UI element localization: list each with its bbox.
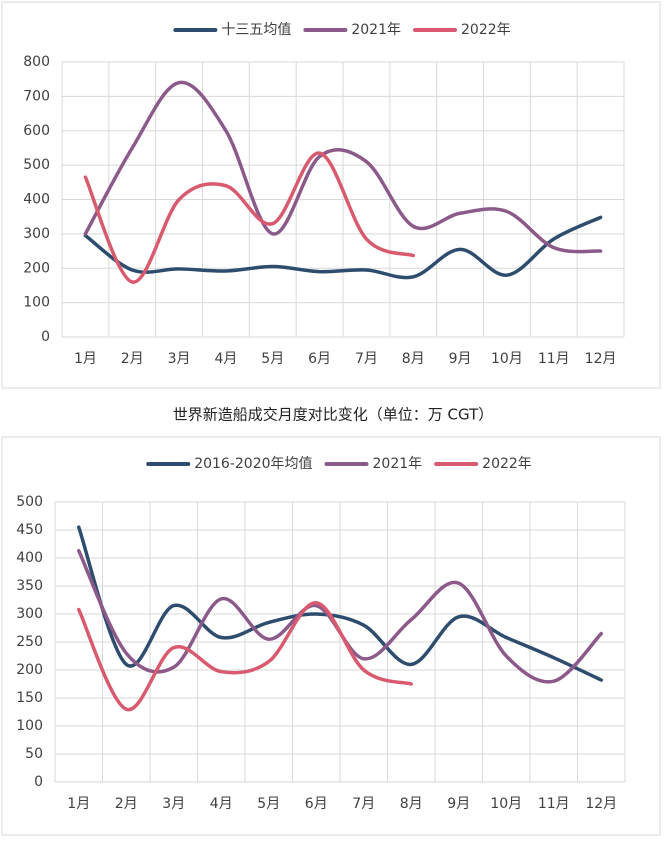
x-tick-label: 7月 [355,351,378,367]
x-tick-label: 10月 [491,351,523,367]
x-tick-label: 2月 [115,796,138,812]
x-tick-label: 9月 [449,351,472,367]
legend-label: 2022年 [482,456,532,472]
y-tick-label: 600 [23,123,50,139]
y-tick-label: 200 [16,662,43,678]
x-tick-label: 1月 [67,796,90,812]
y-tick-label: 800 [23,54,50,70]
legend-label: 2021年 [351,22,401,38]
y-tick-label: 50 [25,746,43,762]
x-tick-label: 1月 [74,351,97,367]
x-tick-label: 4月 [214,351,237,367]
x-tick-label: 5月 [261,351,284,367]
series-line [77,601,413,711]
x-tick-label: 7月 [352,796,375,812]
legend-label: 十三五均值 [221,22,291,38]
legend-label: 2021年 [373,456,423,472]
x-tick-label: 8月 [402,351,425,367]
x-tick-label: 3月 [162,796,185,812]
y-tick-label: 0 [34,774,43,790]
x-tick-label: 10月 [490,796,522,812]
y-tick-label: 500 [23,157,50,173]
y-tick-label: 0 [41,329,50,345]
caption: 世界新造船成交月度对比变化（单位：万 CGT） [173,406,494,424]
series-line [83,215,603,280]
y-tick-label: 350 [16,578,43,594]
series-line [83,80,603,254]
x-tick-label: 12月 [585,796,617,812]
series-line [77,525,603,682]
x-tick-label: 6月 [308,351,331,367]
x-tick-label: 9月 [447,796,470,812]
y-tick-label: 150 [16,690,43,706]
y-tick-label: 100 [23,295,50,311]
legend-label: 2022年 [461,22,511,38]
x-tick-label: 2月 [121,351,144,367]
y-tick-label: 300 [23,226,50,242]
x-tick-label: 11月 [538,796,570,812]
y-tick-label: 100 [16,718,43,734]
series-line [83,151,415,284]
y-tick-label: 300 [16,606,43,622]
y-tick-label: 500 [16,494,43,510]
x-tick-label: 12月 [585,351,617,367]
x-tick-label: 11月 [538,351,570,367]
y-tick-label: 400 [23,192,50,208]
x-tick-label: 8月 [400,796,423,812]
legend-label: 2016-2020年均值 [194,456,312,472]
y-tick-label: 400 [16,550,43,566]
chart-frame [1,436,661,836]
x-tick-label: 4月 [210,796,233,812]
x-tick-label: 5月 [257,796,280,812]
y-tick-label: 200 [23,260,50,276]
x-tick-label: 3月 [168,351,191,367]
y-tick-label: 250 [16,634,43,650]
y-tick-label: 450 [16,522,43,538]
chart-frame [1,1,661,389]
x-tick-label: 6月 [305,796,328,812]
y-tick-label: 700 [23,88,50,104]
